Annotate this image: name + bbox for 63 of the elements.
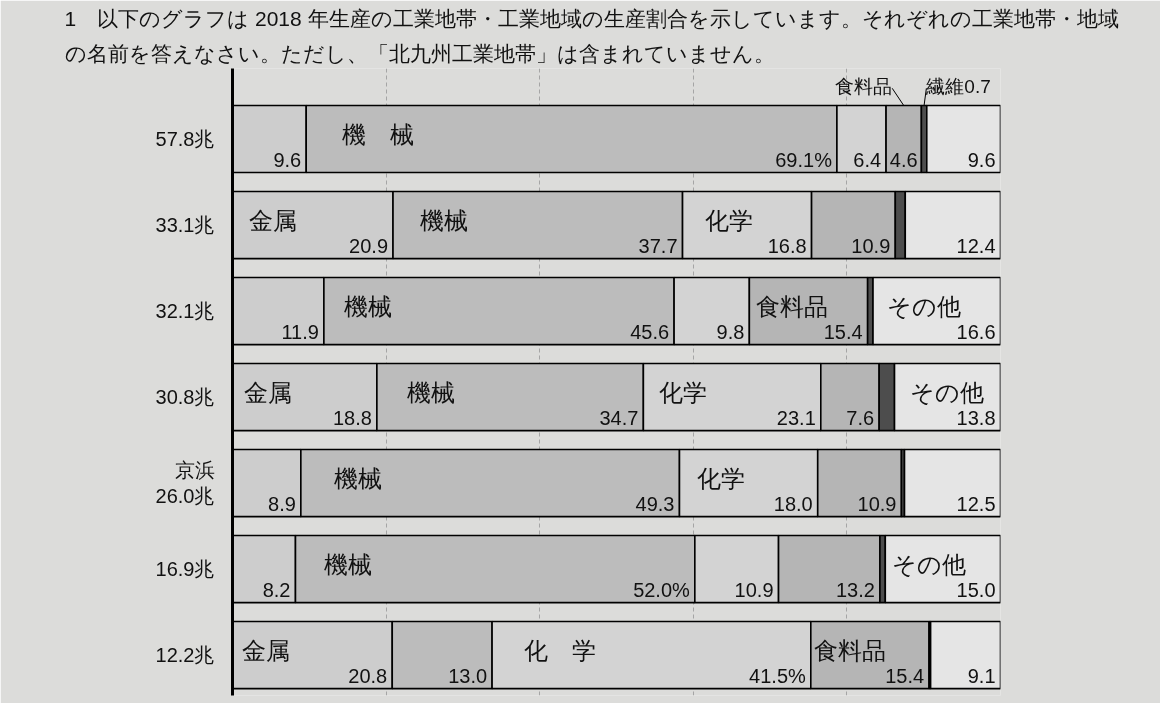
chart-title: 1 以下のグラフは 2018 年生産の工業地帯・工業地域の生産割合を示しています。それぞれの工業地帯・地域の名前を答えなさい。ただし、「北九州工業地帯」は含まれていません。 <box>64 7 1119 65</box>
y-tick-label: 32.1兆 <box>155 300 215 323</box>
annotation: 化学 <box>696 465 745 493</box>
data-label: 15.4 <box>885 664 925 687</box>
data-label: 9.6 <box>967 148 996 171</box>
annotation: その他 <box>886 293 961 321</box>
y-tick-label: 30.8兆 <box>155 386 215 409</box>
data-label: 15.0 <box>956 578 996 601</box>
annotation: 金属 <box>243 379 292 407</box>
y-tick-label: 16.9兆 <box>155 558 215 581</box>
data-label: 9.6 <box>273 148 302 171</box>
data-label: 13.0 <box>448 664 488 687</box>
data-label: 20.9 <box>349 234 389 257</box>
data-label: 52.0% <box>633 578 691 601</box>
data-label: 10.9 <box>851 234 891 257</box>
data-label: 7.6 <box>846 406 875 429</box>
annotation: その他 <box>909 379 984 407</box>
data-label: 10.9 <box>734 578 774 601</box>
data-label: 11.9 <box>281 320 319 343</box>
data-label: 8.2 <box>262 578 291 601</box>
data-label: 16.6 <box>956 320 996 343</box>
annotation: 機械 <box>406 379 455 407</box>
data-label: 10.9 <box>857 492 897 515</box>
annotation: 化学 <box>658 379 707 407</box>
data-label: 18.8 <box>332 406 372 429</box>
data-label: 49.3 <box>635 492 675 515</box>
data-label: 9.8 <box>716 320 745 343</box>
data-label: 12.4 <box>956 234 996 257</box>
y-tick-label: 京浜 26.0兆 <box>155 458 215 508</box>
y-tick-label: 12.2兆 <box>155 644 215 667</box>
annotation: 食料品 <box>756 293 829 321</box>
y-tick-label: 33.1兆 <box>155 214 215 237</box>
data-label: 45.6 <box>630 320 670 343</box>
data-label: 6.4 <box>853 148 882 171</box>
data-label: 18.0 <box>773 492 813 515</box>
data-label: 69.1% <box>775 148 833 171</box>
annotation: 金属 <box>242 637 291 665</box>
data-label: 34.7 <box>599 406 639 429</box>
data-label: 15.4 <box>823 320 863 343</box>
data-label: 16.8 <box>767 234 807 257</box>
data-label: 9.1 <box>967 664 996 687</box>
y-tick-label: 57.8兆 <box>155 128 215 151</box>
data-label: 13.2 <box>836 578 875 601</box>
annotation: 金属 <box>249 207 298 235</box>
data-label: 37.7 <box>638 234 678 257</box>
annotation: 機械 <box>334 465 383 493</box>
annotation: 化学 <box>705 207 754 235</box>
annotation: 機械 <box>324 551 373 579</box>
annotation: 化 学 <box>523 637 596 665</box>
annotation: その他 <box>892 551 967 579</box>
data-label: 23.1 <box>776 406 816 429</box>
legend-label: 食料品 <box>835 75 893 97</box>
annotation: 機 械 <box>341 121 414 149</box>
data-label: 繊維0.7 <box>925 75 991 97</box>
data-label: 41.5% <box>749 664 807 687</box>
annotation: 機械 <box>343 293 392 321</box>
data-label: 4.6 <box>889 148 918 171</box>
annotation: 機械 <box>420 207 469 235</box>
annotation: 食料品 <box>813 637 886 665</box>
data-label: 12.5 <box>956 492 996 515</box>
data-label: 13.8 <box>956 406 996 429</box>
data-label: 8.9 <box>268 492 296 515</box>
data-label: 20.8 <box>348 664 388 687</box>
